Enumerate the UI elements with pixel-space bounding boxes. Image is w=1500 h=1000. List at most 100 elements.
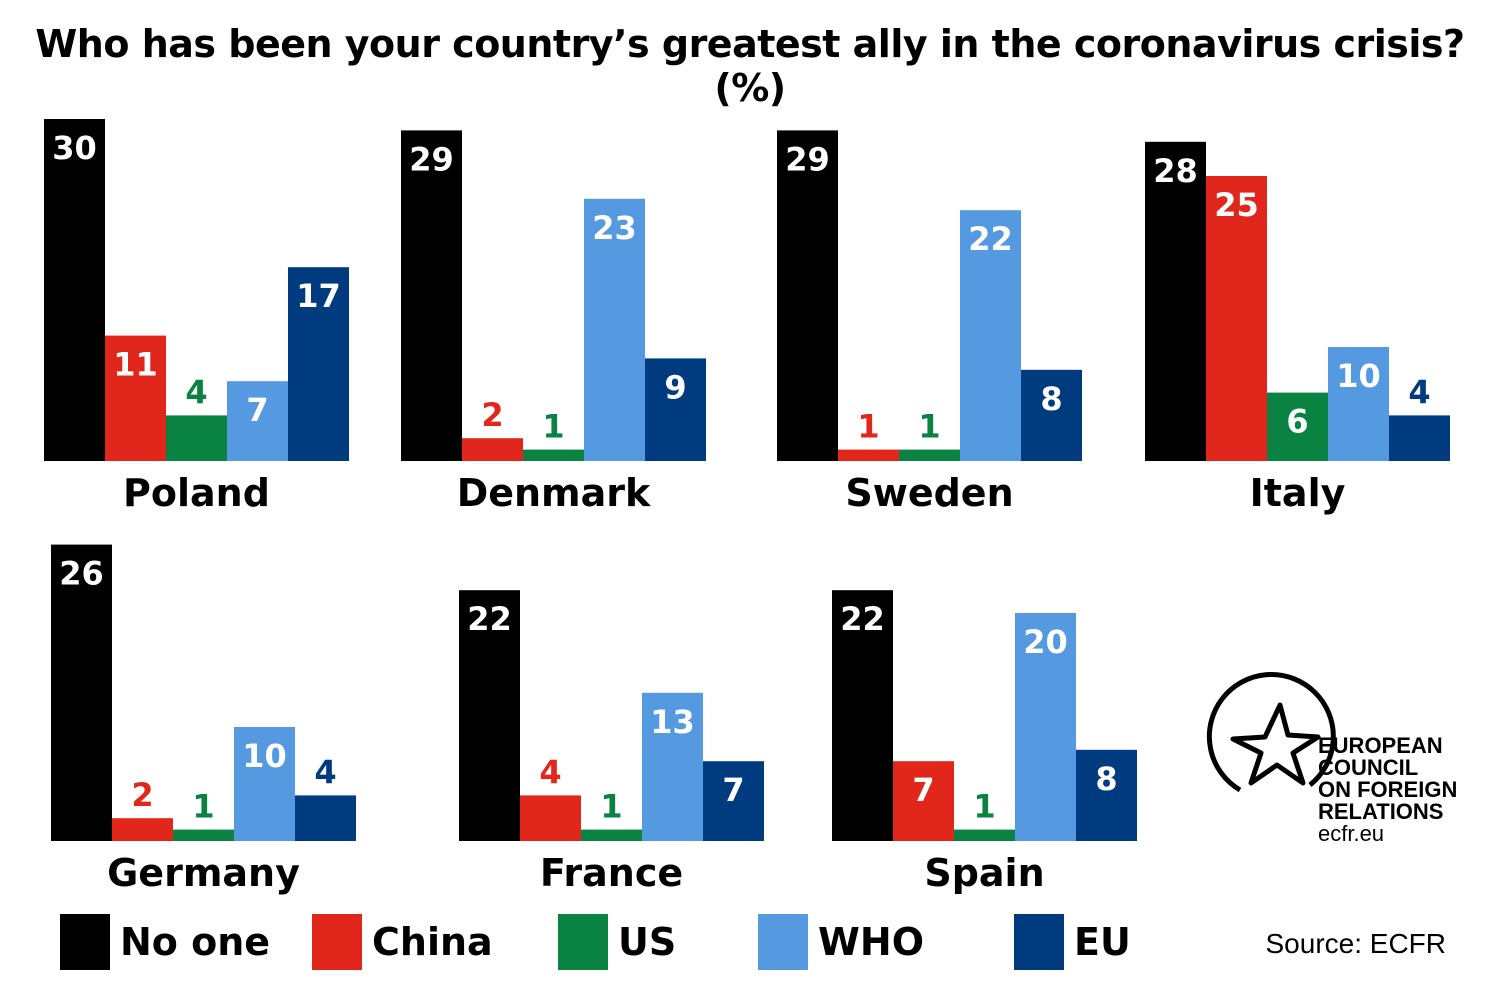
panel-italy: 28 25 6 10 4 Italy [1145,141,1450,515]
bar-no-one [832,590,893,841]
legend-swatch-no-one [60,914,110,970]
bar-who [584,198,645,462]
bar-value-label: 7 [246,391,268,429]
bar-value-label: 22 [840,600,885,638]
bar-eu [1021,369,1082,461]
bar-value-label: 7 [912,771,934,809]
country-label: France [540,851,683,895]
bar-value-label: 10 [242,737,287,775]
bar-value-label: 8 [1040,380,1062,418]
panel-sweden: 29 1 1 22 8 Sweden [777,130,1082,515]
bar-value-label: 20 [1023,623,1068,661]
bar-value-label: 26 [59,555,104,593]
bar-value-label: 1 [192,788,214,826]
legend-swatch-who [758,914,808,970]
chart-title: Who has been your country’s greatest all… [35,22,1465,110]
bar-value-label: 8 [1095,760,1117,798]
bar-no-one [777,130,838,461]
legend-label: US [618,920,677,964]
legend-item-china: China [312,912,493,972]
bar-eu [1076,749,1137,841]
panel-denmark: 29 2 1 23 9 Denmark [401,130,706,515]
country-label: Germany [107,851,300,895]
bar-us [166,415,227,461]
country-label: Spain [924,851,1044,895]
bar-who [1328,347,1389,461]
bar-china [893,761,954,841]
country-label: Italy [1250,471,1346,515]
bar-china [1206,176,1267,461]
bar-china [520,795,581,841]
logo-line-1: EUROPEAN [1318,733,1443,758]
bar-us [899,449,960,461]
bar-value-label: 2 [481,396,503,434]
bar-value-label: 30 [52,129,97,167]
bar-us [523,449,584,461]
logo-circle-icon [1206,672,1336,793]
legend-swatch-us [558,914,608,970]
bar-value-label: 22 [968,220,1013,258]
bar-value-label: 29 [409,140,454,178]
panel-germany: 26 2 1 10 4 Germany [51,544,356,895]
bar-china [112,818,173,841]
bar-value-label: 4 [1408,373,1430,411]
ecfr-logo: EUROPEAN COUNCIL ON FOREIGN RELATIONS ec… [1206,672,1457,846]
legend-item-us: US [558,912,676,972]
bar-no-one [1145,141,1206,462]
bar-value-label: 10 [1336,357,1381,395]
bar-value-label: 28 [1153,152,1198,190]
bar-us [581,829,642,841]
bar-value-label: 7 [722,771,744,809]
bar-value-label: 11 [113,346,158,384]
country-label: Poland [123,471,270,515]
bar-value-label: 29 [785,140,830,178]
bar-eu [1389,415,1450,461]
legend-item-eu: EU [1014,912,1131,972]
bar-china [838,449,899,461]
panel-poland: 30 11 4 7 17 Poland [44,119,349,515]
bar-value-label: 6 [1286,403,1308,441]
logo-line-4: RELATIONS [1318,799,1443,824]
bar-eu [645,358,706,461]
legend-label: China [372,920,493,964]
legend-swatch-china [312,914,362,970]
bar-who [234,727,295,841]
bar-eu [295,795,356,841]
bar-who [1015,613,1076,841]
bar-us [1267,392,1328,461]
bar-value-label: 4 [314,753,336,791]
bar-value-label: 2 [131,776,153,814]
logo-star-icon [1230,702,1321,786]
bar-us [173,829,234,841]
bar-no-one [401,130,462,461]
bar-value-label: 23 [592,209,637,247]
bar-value-label: 1 [857,408,879,446]
bar-value-label: 1 [600,788,622,826]
legend-label: WHO [818,920,925,964]
bar-us [954,829,1015,841]
bar-eu [703,761,764,841]
bar-who [227,381,288,461]
bar-no-one [51,544,112,841]
source-note: Source: ECFR [1265,928,1447,959]
logo-url: ecfr.eu [1318,821,1384,846]
legend-swatch-eu [1014,914,1064,970]
logo-line-2: COUNCIL [1318,755,1418,780]
bar-value-label: 1 [542,408,564,446]
country-label: Denmark [457,471,651,515]
bar-no-one [459,590,520,841]
bar-no-one [44,119,105,461]
bar-value-label: 17 [296,277,341,315]
bar-value-label: 25 [1214,186,1259,224]
panel-france: 22 4 1 13 7 France [459,590,764,895]
bar-eu [288,267,349,461]
legend: No one China US WHO EU [0,912,1200,972]
bar-value-label: 9 [664,368,686,406]
panel-spain: 22 7 1 20 8 Spain [832,590,1137,895]
bar-value-label: 13 [650,703,695,741]
bar-value-label: 22 [467,600,512,638]
bar-who [642,692,703,841]
country-label: Sweden [845,471,1013,515]
bar-china [462,438,523,461]
